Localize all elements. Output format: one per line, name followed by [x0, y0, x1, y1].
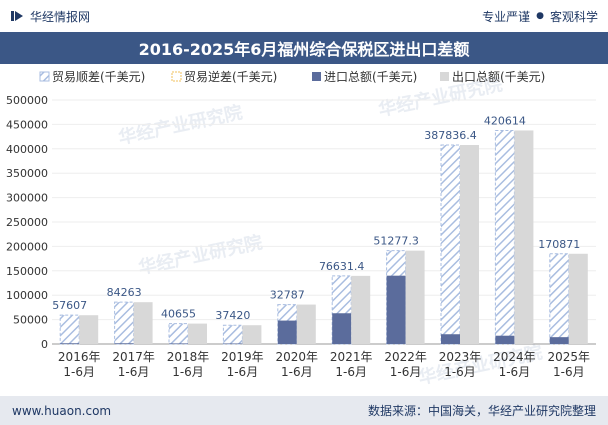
watermark-text: 华经产业研究院 [136, 231, 264, 279]
legend-label: 贸易顺差(千美元) [52, 70, 145, 84]
export-bar [242, 325, 262, 344]
legend-swatch [39, 71, 50, 82]
footer: www.huaon.com 数据来源：中国海关，华经产业研究院整理 [0, 396, 608, 425]
x-tick-label: 2024年 [493, 350, 536, 364]
tag-objective: 客观科学 [549, 9, 598, 24]
y-tick-label: 500000 [6, 94, 48, 107]
x-tick-label: 1-6月 [390, 365, 422, 379]
x-tick-label: 1-6月 [118, 365, 150, 379]
surplus-bar [114, 301, 135, 345]
data-label: 57607 [52, 299, 87, 312]
x-tick-label: 1-6月 [63, 365, 95, 379]
x-tick-label: 1-6月 [172, 365, 204, 379]
import-bar [169, 343, 188, 344]
data-label: 32787 [270, 289, 305, 302]
export-bar [460, 144, 479, 344]
top-tags: 专业严谨 ● 客观科学 [482, 8, 598, 25]
x-tick-label: 2019年 [221, 350, 264, 364]
legend-label: 进口总额(千美元) [324, 70, 417, 84]
import-bar [277, 320, 297, 344]
import-bar [549, 337, 569, 344]
x-tick-label: 1-6月 [553, 365, 585, 379]
x-tick-label: 1-6月 [281, 365, 313, 379]
data-label: 76631.4 [319, 260, 365, 273]
export-bar [351, 275, 371, 344]
legend-label: 出口总额(千美元) [452, 70, 545, 84]
surplus-bar [222, 324, 243, 345]
import-bar [495, 335, 515, 344]
x-tick-label: 2021年 [330, 350, 373, 364]
export-bar [296, 304, 316, 344]
import-bar [60, 343, 80, 344]
y-tick-label: 50000 [13, 314, 48, 327]
chart-title: 2016-2025年6月福州综合保税区进出口差额 [138, 40, 470, 59]
x-tick-label: 2017年 [112, 350, 155, 364]
import-bar [386, 275, 406, 344]
y-tick-label: 150000 [6, 265, 48, 278]
x-tick-label: 1-6月 [499, 365, 531, 379]
x-tick-label: 2020年 [276, 350, 319, 364]
data-label: 170871 [538, 238, 580, 251]
bullet-icon: ● [536, 11, 544, 21]
brand: 华经情报网 [10, 8, 90, 25]
data-label: 420614 [484, 114, 526, 127]
tag-professional: 专业严谨 [482, 9, 531, 24]
x-tick-label: 2023年 [439, 350, 482, 364]
x-tick-label: 1-6月 [335, 365, 367, 379]
y-tick-label: 350000 [6, 167, 48, 180]
y-tick-label: 250000 [6, 216, 48, 229]
legend-label: 贸易逆差(千美元) [184, 69, 277, 84]
import-bar [332, 313, 352, 344]
export-bar [568, 253, 588, 344]
y-tick-label: 400000 [6, 143, 48, 156]
footer-source: 数据来源：中国海关，华经产业研究院整理 [367, 404, 596, 418]
x-tick-label: 2018年 [167, 350, 210, 364]
top-bar: 华经情报网 专业严谨 ● 客观科学 [0, 0, 608, 32]
surplus-bar [168, 323, 189, 345]
data-label: 37420 [215, 309, 250, 322]
footer-website: www.huaon.com [12, 403, 112, 418]
y-tick-label: 200000 [6, 240, 48, 253]
y-tick-label: 100000 [6, 289, 48, 302]
surplus-bar [59, 314, 80, 345]
x-tick-label: 1-6月 [227, 365, 259, 379]
import-bar [223, 343, 243, 344]
data-label: 40655 [161, 308, 196, 321]
data-label: 84263 [107, 286, 142, 299]
export-bar [79, 315, 99, 344]
x-tick-label: 2025年 [548, 350, 591, 364]
export-bar [133, 302, 153, 344]
data-label: 387836.4 [424, 129, 477, 142]
x-tick-label: 1-6月 [444, 365, 476, 379]
data-label: 51277.3 [373, 235, 419, 248]
x-tick-label: 2016年 [58, 350, 101, 364]
legend-swatch [440, 72, 449, 81]
y-tick-label: 450000 [6, 118, 48, 131]
watermark-text: 华经产业研究院 [116, 101, 244, 149]
x-tick-label: 2022年 [384, 350, 427, 364]
y-tick-label: 300000 [6, 192, 48, 205]
surplus-bar [549, 253, 570, 345]
export-bar [514, 130, 534, 344]
legend-swatch [312, 72, 321, 81]
surplus-bar [440, 144, 461, 345]
export-bar [405, 250, 425, 344]
y-tick-label: 0 [41, 338, 48, 351]
import-bar [441, 334, 460, 344]
logo-icon [11, 11, 23, 21]
chart-title-bar: 2016-2025年6月福州综合保税区进出口差额 [0, 32, 608, 64]
legend-swatch [171, 71, 182, 82]
brand-name: 华经情报网 [30, 9, 91, 24]
import-bar [114, 343, 134, 344]
export-bar [188, 323, 207, 344]
surplus-bar [494, 129, 515, 345]
